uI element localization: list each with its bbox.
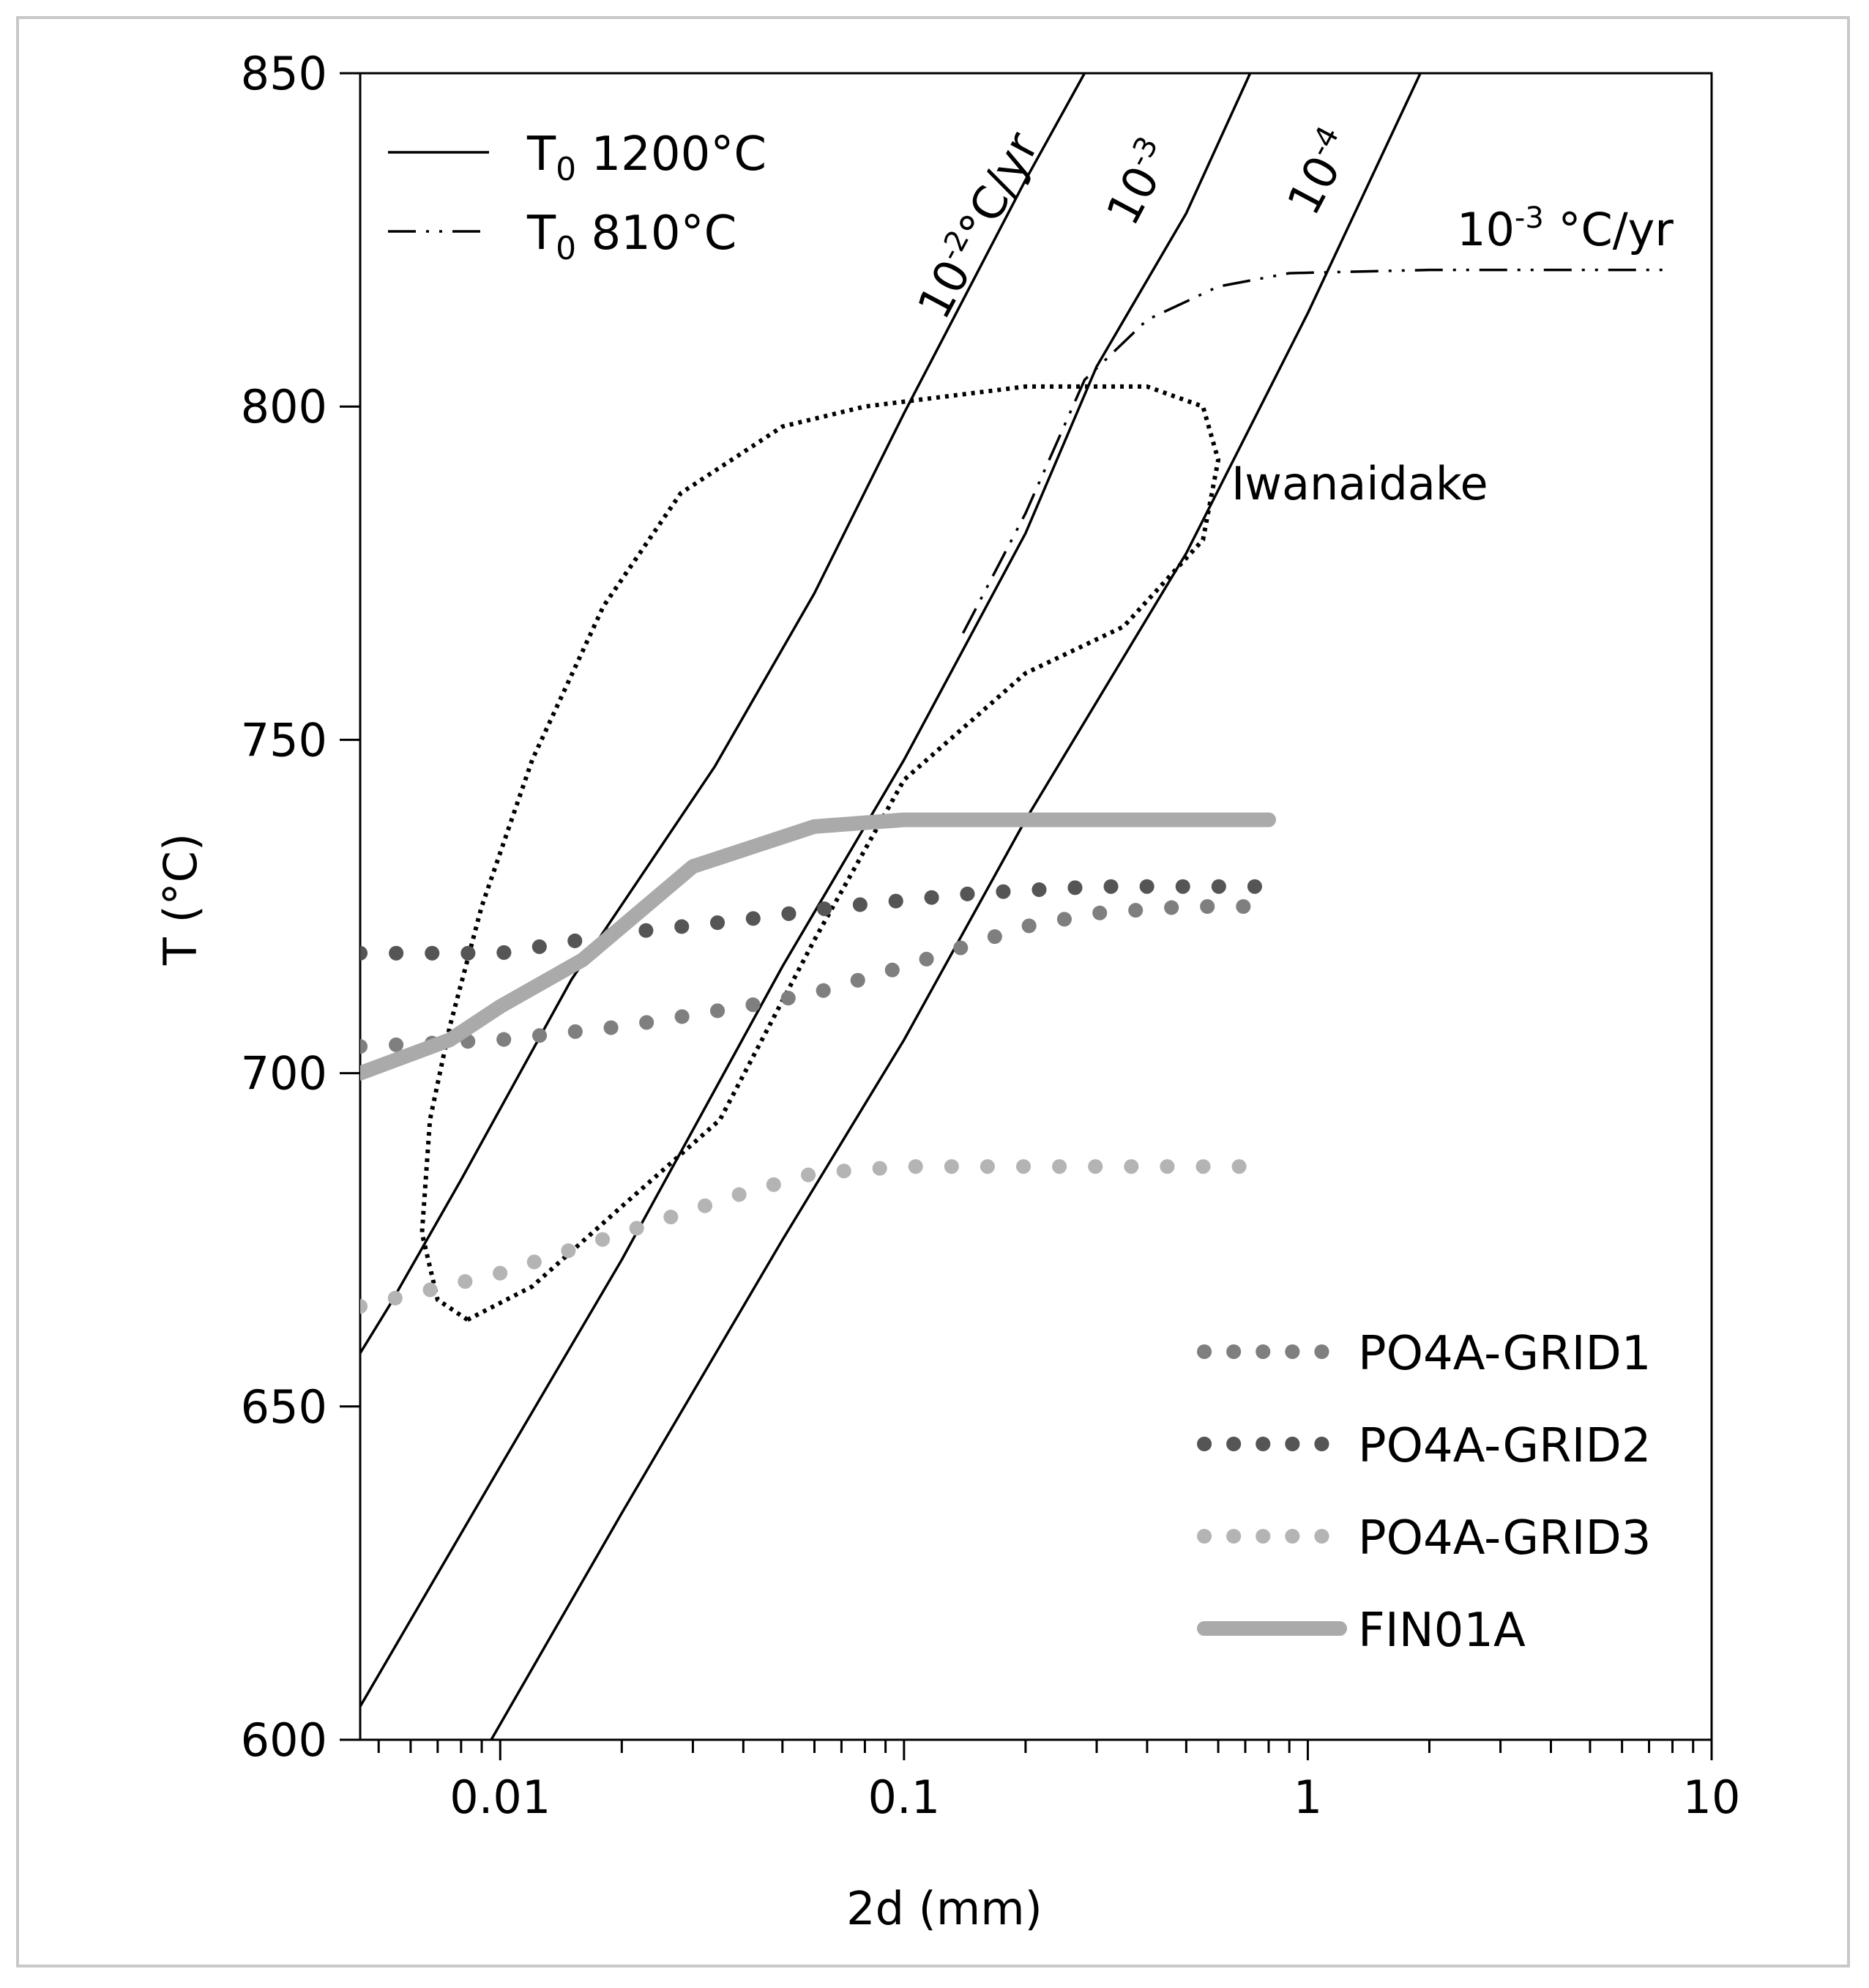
annotation-iwanaidake: Iwanaidake: [1231, 457, 1488, 510]
y-tick-label: 850: [241, 47, 327, 100]
legend-label-po4a-grid2: PO4A-GRID2: [1358, 1419, 1651, 1473]
x-tick-label: 0.01: [449, 1771, 551, 1824]
figure-frame: [16, 16, 1850, 1967]
x-tick-label: 1: [1294, 1771, 1322, 1824]
series-po4a-grid3-line: [360, 1159, 1265, 1314]
series-10-2-c-yr-line: [360, 73, 1086, 1354]
y-tick-label: 650: [241, 1380, 327, 1434]
legend-label-po4a-grid3: PO4A-GRID3: [1358, 1511, 1651, 1566]
legend-label-0: T0 1200°C: [526, 127, 766, 188]
y-tick-label: 800: [241, 380, 327, 433]
annotation-rate-810: 10-3 °C/yr: [1457, 201, 1674, 256]
series-fin01a-line: [360, 812, 1276, 1081]
x-axis-title: 2d (mm): [846, 1882, 1042, 1935]
series-group: [360, 73, 1673, 1740]
legend-label-po4a-grid1: PO4A-GRID1: [1358, 1327, 1651, 1381]
plot-border: [359, 72, 1713, 1741]
y-axis-title: T (°C): [154, 833, 207, 966]
legend-label-1: T0 810°C: [526, 206, 736, 267]
x-tick-label: 10: [1683, 1771, 1741, 1824]
legend-label-fin01a: FIN01A: [1358, 1604, 1526, 1658]
y-tick-label: 750: [241, 713, 327, 767]
series-po4a-grid2-line: [360, 879, 1265, 961]
annotation-rate-1e-2: 10-2°C/yr: [906, 123, 1049, 327]
y-tick-label: 700: [241, 1047, 327, 1101]
series-po4a-grid1-line: [360, 899, 1265, 1054]
y-tick-label: 600: [241, 1713, 327, 1767]
annotation-rate-1e-3: 10-3: [1094, 131, 1184, 234]
series-10-3-line: [360, 73, 1252, 1708]
series-10-4-line: [490, 73, 1422, 1740]
series-10-3-c-yr-t0-810-c-line: [961, 268, 1673, 634]
series-iwanaidake-line: [419, 384, 1221, 1322]
x-tick-label: 0.1: [868, 1771, 941, 1824]
annotation-rate-1e-4: 10-4: [1275, 121, 1365, 223]
plot-area: 600 650 700 750 800 850 0.01 0.1 1 10 T0 1200°C T0 …: [241, 47, 1741, 1824]
